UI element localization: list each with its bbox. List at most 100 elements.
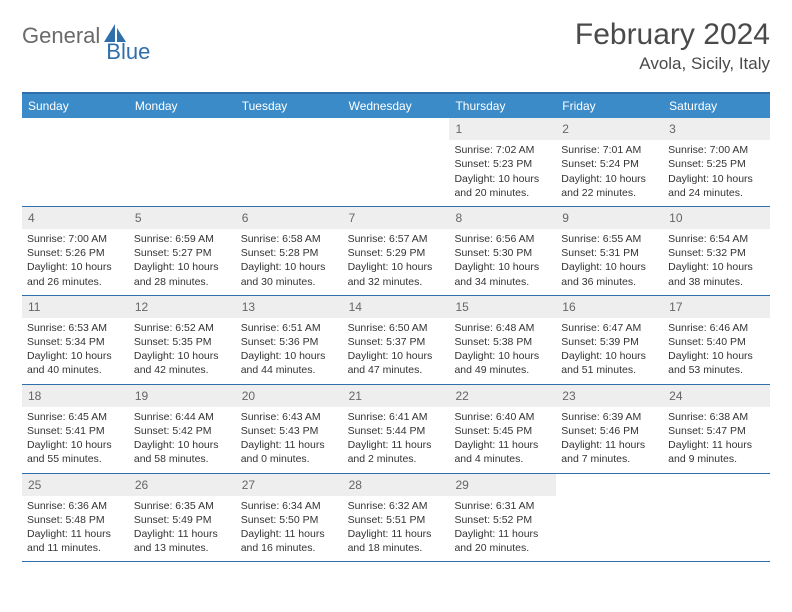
sunset-text: Sunset: 5:47 PM (668, 424, 765, 438)
day-body: Sunrise: 6:31 AMSunset: 5:52 PMDaylight:… (449, 496, 556, 562)
sunset-text: Sunset: 5:52 PM (454, 513, 551, 527)
month-title: February 2024 (575, 18, 770, 52)
day-body: Sunrise: 6:50 AMSunset: 5:37 PMDaylight:… (343, 318, 450, 384)
day-number: 11 (22, 296, 129, 318)
day-body: Sunrise: 6:34 AMSunset: 5:50 PMDaylight:… (236, 496, 343, 562)
day-body: Sunrise: 6:43 AMSunset: 5:43 PMDaylight:… (236, 407, 343, 473)
day-body: Sunrise: 7:02 AMSunset: 5:23 PMDaylight:… (449, 140, 556, 206)
sunset-text: Sunset: 5:29 PM (348, 246, 445, 260)
day-number: 21 (343, 385, 450, 407)
sunrise-text: Sunrise: 6:52 AM (134, 321, 231, 335)
day-number: 5 (129, 207, 236, 229)
sunrise-text: Sunrise: 7:00 AM (27, 232, 124, 246)
sunset-text: Sunset: 5:34 PM (27, 335, 124, 349)
day-number: 10 (663, 207, 770, 229)
day-number: 24 (663, 385, 770, 407)
day-body: Sunrise: 6:45 AMSunset: 5:41 PMDaylight:… (22, 407, 129, 473)
sunset-text: Sunset: 5:30 PM (454, 246, 551, 260)
day-number: 8 (449, 207, 556, 229)
sunset-text: Sunset: 5:41 PM (27, 424, 124, 438)
day-cell (663, 474, 770, 562)
sunset-text: Sunset: 5:24 PM (561, 157, 658, 171)
day-body: Sunrise: 6:56 AMSunset: 5:30 PMDaylight:… (449, 229, 556, 295)
sunset-text: Sunset: 5:39 PM (561, 335, 658, 349)
day-cell: 8Sunrise: 6:56 AMSunset: 5:30 PMDaylight… (449, 207, 556, 295)
sunset-text: Sunset: 5:50 PM (241, 513, 338, 527)
day-cell: 13Sunrise: 6:51 AMSunset: 5:36 PMDayligh… (236, 296, 343, 384)
sunset-text: Sunset: 5:25 PM (668, 157, 765, 171)
daylight-text: Daylight: 10 hours and 53 minutes. (668, 349, 765, 377)
daylight-text: Daylight: 10 hours and 47 minutes. (348, 349, 445, 377)
day-body: Sunrise: 6:41 AMSunset: 5:44 PMDaylight:… (343, 407, 450, 473)
day-number: 12 (129, 296, 236, 318)
weeks-container: 1Sunrise: 7:02 AMSunset: 5:23 PMDaylight… (22, 118, 770, 562)
day-cell: 1Sunrise: 7:02 AMSunset: 5:23 PMDaylight… (449, 118, 556, 206)
day-cell: 5Sunrise: 6:59 AMSunset: 5:27 PMDaylight… (129, 207, 236, 295)
header: General Blue February 2024 Avola, Sicily… (22, 18, 770, 74)
sunrise-text: Sunrise: 6:36 AM (27, 499, 124, 513)
day-cell: 15Sunrise: 6:48 AMSunset: 5:38 PMDayligh… (449, 296, 556, 384)
day-number: 19 (129, 385, 236, 407)
daylight-text: Daylight: 11 hours and 9 minutes. (668, 438, 765, 466)
logo-text-general: General (22, 23, 100, 49)
daylight-text: Daylight: 11 hours and 11 minutes. (27, 527, 124, 555)
sunrise-text: Sunrise: 6:48 AM (454, 321, 551, 335)
weekday-header: Wednesday (343, 94, 450, 118)
day-cell: 27Sunrise: 6:34 AMSunset: 5:50 PMDayligh… (236, 474, 343, 562)
day-cell: 17Sunrise: 6:46 AMSunset: 5:40 PMDayligh… (663, 296, 770, 384)
daylight-text: Daylight: 11 hours and 20 minutes. (454, 527, 551, 555)
sunset-text: Sunset: 5:49 PM (134, 513, 231, 527)
daylight-text: Daylight: 10 hours and 36 minutes. (561, 260, 658, 288)
day-cell: 7Sunrise: 6:57 AMSunset: 5:29 PMDaylight… (343, 207, 450, 295)
weekday-header: Friday (556, 94, 663, 118)
daylight-text: Daylight: 10 hours and 58 minutes. (134, 438, 231, 466)
day-number: 2 (556, 118, 663, 140)
weekday-header: Thursday (449, 94, 556, 118)
sunset-text: Sunset: 5:26 PM (27, 246, 124, 260)
day-number: 13 (236, 296, 343, 318)
daylight-text: Daylight: 10 hours and 49 minutes. (454, 349, 551, 377)
sunset-text: Sunset: 5:27 PM (134, 246, 231, 260)
sunrise-text: Sunrise: 6:45 AM (27, 410, 124, 424)
day-body: Sunrise: 6:53 AMSunset: 5:34 PMDaylight:… (22, 318, 129, 384)
day-number: 3 (663, 118, 770, 140)
day-cell: 25Sunrise: 6:36 AMSunset: 5:48 PMDayligh… (22, 474, 129, 562)
day-number: 9 (556, 207, 663, 229)
day-cell: 9Sunrise: 6:55 AMSunset: 5:31 PMDaylight… (556, 207, 663, 295)
sunset-text: Sunset: 5:32 PM (668, 246, 765, 260)
day-body: Sunrise: 6:36 AMSunset: 5:48 PMDaylight:… (22, 496, 129, 562)
week-row: 4Sunrise: 7:00 AMSunset: 5:26 PMDaylight… (22, 207, 770, 296)
sunset-text: Sunset: 5:35 PM (134, 335, 231, 349)
day-number: 16 (556, 296, 663, 318)
day-number: 15 (449, 296, 556, 318)
logo-text-blue: Blue (106, 39, 150, 65)
sunrise-text: Sunrise: 6:41 AM (348, 410, 445, 424)
sunset-text: Sunset: 5:42 PM (134, 424, 231, 438)
day-cell: 18Sunrise: 6:45 AMSunset: 5:41 PMDayligh… (22, 385, 129, 473)
sunrise-text: Sunrise: 6:31 AM (454, 499, 551, 513)
sunrise-text: Sunrise: 6:32 AM (348, 499, 445, 513)
day-number: 29 (449, 474, 556, 496)
sunset-text: Sunset: 5:36 PM (241, 335, 338, 349)
day-cell: 26Sunrise: 6:35 AMSunset: 5:49 PMDayligh… (129, 474, 236, 562)
day-cell (556, 474, 663, 562)
day-cell: 10Sunrise: 6:54 AMSunset: 5:32 PMDayligh… (663, 207, 770, 295)
day-cell (129, 118, 236, 206)
sunset-text: Sunset: 5:37 PM (348, 335, 445, 349)
day-body: Sunrise: 6:47 AMSunset: 5:39 PMDaylight:… (556, 318, 663, 384)
sunrise-text: Sunrise: 6:53 AM (27, 321, 124, 335)
day-body: Sunrise: 6:55 AMSunset: 5:31 PMDaylight:… (556, 229, 663, 295)
day-cell: 16Sunrise: 6:47 AMSunset: 5:39 PMDayligh… (556, 296, 663, 384)
daylight-text: Daylight: 10 hours and 26 minutes. (27, 260, 124, 288)
sunset-text: Sunset: 5:44 PM (348, 424, 445, 438)
sunrise-text: Sunrise: 6:58 AM (241, 232, 338, 246)
day-cell: 3Sunrise: 7:00 AMSunset: 5:25 PMDaylight… (663, 118, 770, 206)
day-number: 17 (663, 296, 770, 318)
sunset-text: Sunset: 5:43 PM (241, 424, 338, 438)
sunrise-text: Sunrise: 6:51 AM (241, 321, 338, 335)
day-body: Sunrise: 6:46 AMSunset: 5:40 PMDaylight:… (663, 318, 770, 384)
day-cell (236, 118, 343, 206)
day-body: Sunrise: 6:52 AMSunset: 5:35 PMDaylight:… (129, 318, 236, 384)
sunset-text: Sunset: 5:40 PM (668, 335, 765, 349)
sunrise-text: Sunrise: 6:34 AM (241, 499, 338, 513)
